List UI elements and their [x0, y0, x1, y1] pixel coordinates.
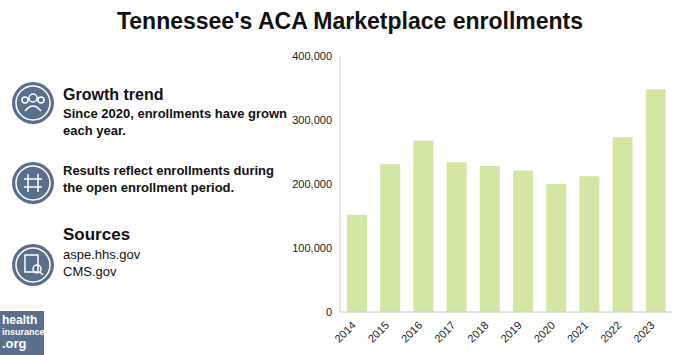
svg-text:2017: 2017 [432, 319, 458, 345]
svg-text:200,000: 200,000 [292, 178, 332, 190]
svg-text:100,000: 100,000 [292, 242, 332, 254]
svg-text:2022: 2022 [598, 319, 624, 345]
html-text:CMS.gov: CMS.gov [63, 264, 117, 279]
svg-text:2020: 2020 [531, 319, 557, 345]
html-text:.org: .org [2, 336, 27, 351]
html-text:Since 2020, enrollments have g: Since 2020, enrollments have grown each … [63, 106, 287, 138]
svg-text:2019: 2019 [498, 319, 524, 345]
svg-text:2021: 2021 [565, 319, 591, 345]
svg-text:2023: 2023 [631, 319, 657, 345]
svg-text:2015: 2015 [365, 319, 391, 345]
html-text:Results reflect enrollments du: Results reflect enrollments during the o… [63, 163, 274, 195]
svg-text:300,000: 300,000 [292, 114, 332, 126]
svg-text:2018: 2018 [465, 319, 491, 345]
svg-text:2014: 2014 [332, 319, 358, 345]
svg-text:0: 0 [326, 306, 332, 318]
svg-text:400,000: 400,000 [292, 50, 332, 62]
html-text:Growth trend: Growth trend [63, 86, 164, 103]
html-text:aspe.hhs.gov: aspe.hhs.gov [63, 247, 141, 262]
html-text:insurance: insurance [2, 327, 45, 337]
svg-text:2016: 2016 [399, 319, 425, 345]
html-text:Tennessee's ACA Marketplace en: Tennessee's ACA Marketplace enrollments [117, 8, 583, 34]
html-text:Sources: Sources [63, 225, 131, 244]
html-text:health: health [2, 313, 38, 327]
